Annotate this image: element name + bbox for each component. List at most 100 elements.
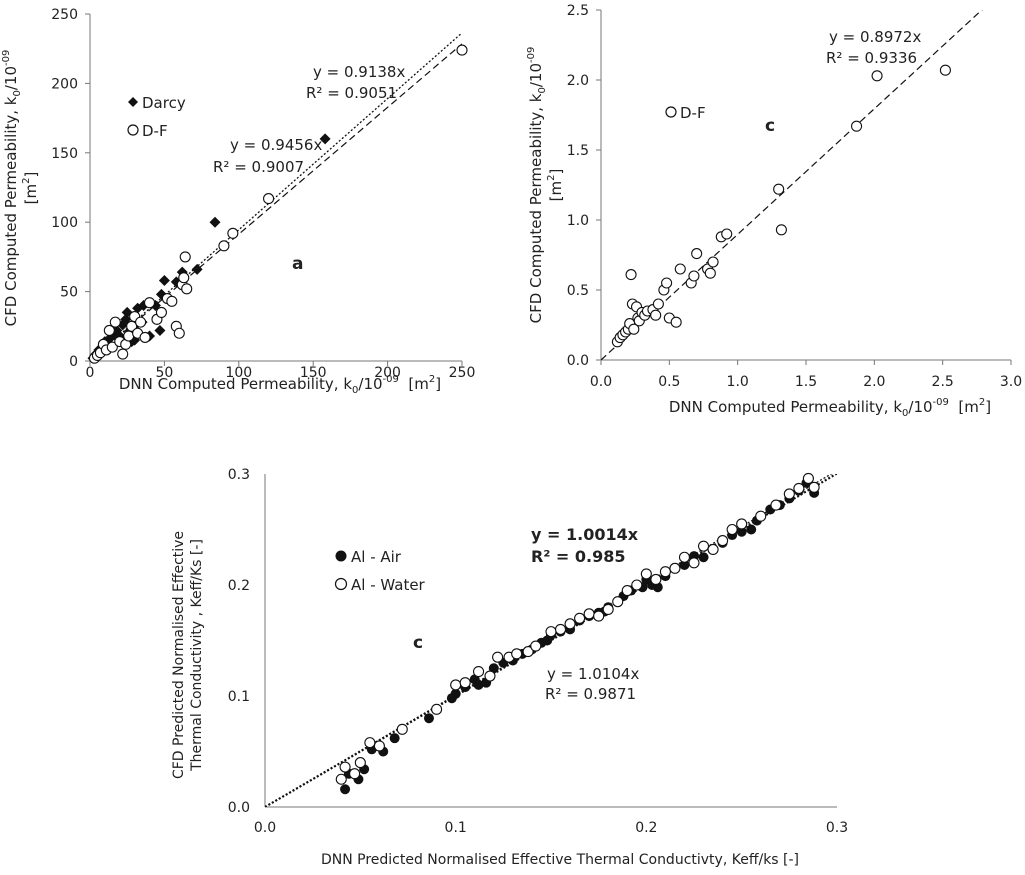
legend-df-label: D-F	[680, 104, 706, 122]
data-point	[103, 324, 115, 337]
x-tick-label: 50	[155, 365, 173, 381]
data-point	[871, 70, 883, 82]
y-tick-label: 1.0	[567, 213, 589, 229]
data-point	[670, 316, 682, 328]
data-point	[717, 535, 729, 547]
data-point	[173, 327, 185, 339]
data-point	[472, 666, 485, 678]
svg-text:[m2]: [m2]	[546, 169, 565, 202]
panel-a-ylabel: CFD Computed Permeability, k0/10-09 [m2]	[1, 50, 40, 327]
panel-c-ylabel: CFD Predicted Normalised Effective Therm…	[171, 531, 205, 779]
data-point	[691, 248, 703, 260]
x-tick-label: 0.5	[658, 374, 680, 390]
data-point	[178, 272, 190, 284]
panel-a-trend-df-r2: R² = 0.9007	[213, 158, 304, 176]
panel-b-xlabel: DNN Computed Permeability, k0/10-09 [m2]	[669, 397, 991, 419]
panel-b-trend-eq: y = 0.8972x	[829, 28, 921, 46]
data-point	[158, 274, 170, 286]
data-point	[473, 679, 484, 690]
data-point	[707, 543, 719, 556]
panel-b-tick-labels: 0.0 0.5 1.0 1.5 2.0 2.5 3.0 0.0 0.5 1.0 1.5 2.0 2.5	[567, 3, 1022, 390]
data-point	[339, 761, 351, 773]
trendline	[90, 43, 462, 361]
legend-al-water-label: Al - Water	[351, 576, 426, 594]
y-tick-label: 2.5	[567, 3, 589, 19]
x-tick-label: 2.5	[932, 374, 954, 390]
data-point	[612, 596, 624, 608]
x-tick-label: 0.1	[445, 820, 467, 836]
x-tick-label: 150	[300, 365, 327, 381]
data-point	[707, 256, 719, 268]
y-tick-label: 150	[51, 146, 78, 162]
svg-text:[m2]: [m2]	[21, 172, 40, 205]
x-tick-label: 0	[86, 365, 95, 381]
x-tick-label: 0.0	[254, 820, 276, 836]
data-point	[109, 316, 121, 328]
y-tick-label: 0.1	[228, 689, 250, 705]
data-point	[349, 768, 361, 780]
x-tick-label: 0.2	[635, 820, 657, 836]
y-tick-label: 0.2	[228, 578, 250, 594]
x-tick-label: 2.0	[863, 374, 885, 390]
panel-b-legend: D-F	[665, 104, 706, 122]
legend-df-label: D-F	[142, 122, 168, 140]
data-point	[650, 573, 662, 586]
y-tick-label: 2.0	[567, 73, 589, 89]
legend-df-marker	[665, 106, 677, 118]
data-point	[793, 482, 805, 494]
data-point	[373, 740, 385, 752]
data-point	[450, 688, 461, 699]
data-point	[354, 757, 366, 769]
data-point	[770, 499, 782, 511]
panel-b-annotation: c	[765, 116, 775, 136]
panel-b-axes	[596, 9, 1012, 365]
panel-c: 0.0 0.1 0.2 0.3 0.0 0.1 0.2 0.3 DNN Predicted N…	[171, 467, 848, 868]
y-tick-label: 1.5	[567, 143, 589, 159]
panel-c-trend-air-r2: R² = 0.985	[531, 547, 625, 566]
data-point	[218, 240, 230, 252]
data-point	[621, 584, 633, 597]
panel-a-axes	[85, 13, 463, 366]
x-tick-label: 0.3	[826, 820, 848, 836]
data-point	[802, 472, 814, 484]
trendline	[601, 10, 983, 360]
panel-b-points	[611, 64, 951, 348]
data-point	[227, 227, 239, 239]
data-point	[669, 562, 681, 574]
panel-c-axes	[264, 474, 837, 808]
data-point	[602, 603, 614, 615]
svg-text:CFD Computed Permeability, k0/: CFD Computed Permeability, k0/10-09	[526, 47, 548, 324]
data-point	[773, 183, 785, 195]
legend-al-air-label: Al - Air	[351, 548, 402, 566]
y-tick-label: 0.3	[228, 467, 250, 483]
data-point	[554, 623, 567, 635]
data-point	[263, 193, 275, 205]
data-point	[697, 540, 710, 552]
data-point	[939, 64, 951, 76]
data-point	[650, 309, 662, 321]
data-point	[522, 646, 534, 658]
data-point	[139, 331, 151, 343]
data-point	[396, 723, 408, 735]
svg-text:CFD Computed Permeability, k0/: CFD Computed Permeability, k0/10-09	[1, 50, 23, 327]
data-point	[423, 713, 434, 724]
panel-a-trend-df-eq: y = 0.9456x	[230, 136, 322, 154]
data-point	[574, 612, 586, 624]
panel-a-trend-darcy-r2: R² = 0.9051	[306, 84, 397, 102]
panel-b-trendlines	[601, 10, 983, 360]
y-tick-label: 0.0	[567, 353, 589, 369]
y-tick-label: 200	[51, 76, 78, 92]
data-point	[808, 481, 820, 493]
y-tick-label: 50	[60, 285, 78, 301]
data-point	[688, 557, 700, 569]
panel-a-trendlines	[90, 32, 462, 361]
data-point	[530, 640, 542, 652]
legend-df-marker	[127, 124, 139, 136]
panel-a-legend: Darcy D-F	[127, 94, 186, 140]
trendline	[90, 32, 462, 361]
data-point	[389, 733, 400, 744]
panel-c-tick-labels: 0.0 0.1 0.2 0.3 0.0 0.1 0.2 0.3	[228, 467, 848, 836]
panel-b: 0.0 0.5 1.0 1.5 2.0 2.5 3.00.00.51.01.52.02.5 …	[526, 3, 1022, 419]
data-point	[181, 283, 193, 295]
data-point	[126, 320, 138, 332]
